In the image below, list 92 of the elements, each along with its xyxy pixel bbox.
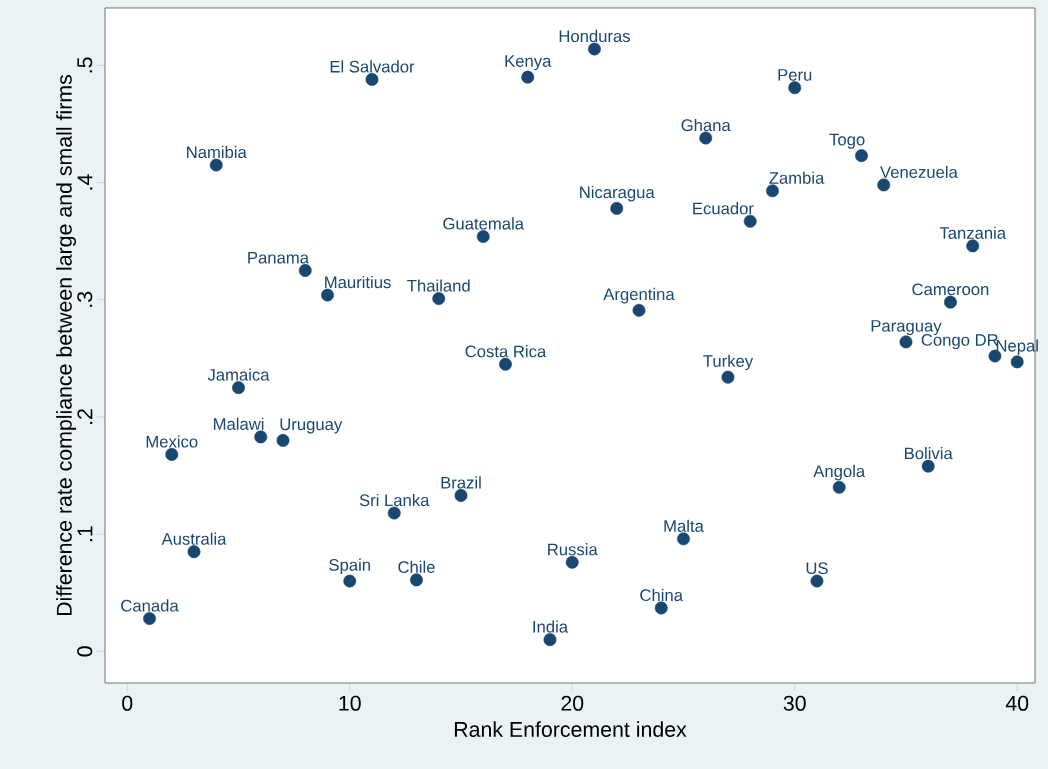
point xyxy=(610,201,624,215)
annotation: Guatemala xyxy=(443,217,524,230)
annotation: Costa Rica xyxy=(465,345,547,358)
point xyxy=(298,264,312,277)
annotation: Canada xyxy=(121,599,179,612)
point xyxy=(165,448,179,461)
annotation: Chile xyxy=(398,560,435,573)
point xyxy=(365,73,379,86)
annotation: Malawi xyxy=(213,417,264,430)
point xyxy=(187,545,201,559)
point xyxy=(232,381,245,395)
y-tick-label: .3 xyxy=(77,291,93,307)
x-tick-label: 20 xyxy=(561,695,584,711)
point xyxy=(743,214,757,228)
point xyxy=(387,506,401,520)
annotation: Cameroon xyxy=(912,283,989,296)
point xyxy=(877,178,891,192)
annotation: Angola xyxy=(813,464,866,481)
annotation: Brazil xyxy=(441,476,481,489)
annotation: Kenya xyxy=(505,55,552,71)
point xyxy=(521,70,535,84)
point xyxy=(276,434,290,447)
point xyxy=(209,158,223,172)
annotation: Uruguay xyxy=(280,418,343,434)
annotation: Congo DR xyxy=(921,334,998,350)
y-tick-label: .2 xyxy=(77,409,93,424)
annotation: China xyxy=(640,588,683,602)
annotation: Ecuador xyxy=(693,202,754,215)
point xyxy=(143,612,156,625)
annotation: Bolivia xyxy=(905,447,953,460)
x-tick-label: 10 xyxy=(339,695,361,711)
point xyxy=(832,480,846,494)
annotation: Honduras xyxy=(559,29,630,43)
annotation: Turkey xyxy=(703,354,754,371)
annotation: Panama xyxy=(248,251,309,264)
x-axis-title: Rank Enforcement index xyxy=(454,721,687,737)
annotation: US xyxy=(806,562,828,575)
annotation: Peru xyxy=(778,69,812,81)
annotation: India xyxy=(533,620,569,633)
y-tick-label: .4 xyxy=(77,174,93,190)
annotation: Russia xyxy=(548,543,598,556)
point xyxy=(899,335,913,349)
annotation: Mexico xyxy=(146,435,198,448)
annotation: Nepal xyxy=(996,339,1038,355)
annotation: Mauritius xyxy=(325,275,391,289)
annotation: Nicaragua xyxy=(580,185,655,202)
point xyxy=(476,230,490,243)
point xyxy=(632,303,646,317)
x-tick-label: 0 xyxy=(122,695,133,711)
point xyxy=(855,149,868,163)
point xyxy=(766,184,779,198)
annotation: Thailand xyxy=(407,279,470,292)
x-tick-label: 40 xyxy=(1005,695,1029,711)
point xyxy=(788,81,802,95)
annotation: Tanzania xyxy=(939,226,1007,239)
point xyxy=(321,288,334,302)
point xyxy=(254,430,268,444)
point xyxy=(654,601,668,615)
point xyxy=(565,555,579,569)
annotation: Ghana xyxy=(681,118,731,132)
point xyxy=(499,357,512,371)
point xyxy=(543,633,557,647)
annotation: Namibia xyxy=(187,145,247,159)
point xyxy=(699,131,713,145)
annotation: Spain xyxy=(329,558,370,575)
x-tick-label: 30 xyxy=(783,695,806,711)
annotation: Argentina xyxy=(603,287,675,304)
point xyxy=(966,239,980,253)
point xyxy=(721,370,735,384)
point xyxy=(432,292,446,306)
annotation: Jamaica xyxy=(207,368,270,381)
point xyxy=(677,532,690,546)
y-axis-title: Difference rate compliance between large and small firms xyxy=(56,75,77,616)
point xyxy=(921,459,935,473)
annotation: Sri Lanka xyxy=(359,493,430,507)
annotation: El Salvador xyxy=(330,60,415,73)
y-tick-label: .1 xyxy=(77,526,93,542)
annotation: Australia xyxy=(161,532,227,545)
y-tick-label: 0 xyxy=(77,646,93,657)
point xyxy=(588,42,601,56)
point xyxy=(1010,355,1024,369)
point xyxy=(410,573,423,587)
annotation: Venezuela xyxy=(880,165,958,179)
y-tick-label: .5 xyxy=(77,57,93,73)
point xyxy=(944,295,957,309)
point xyxy=(343,574,357,588)
point xyxy=(454,489,468,502)
annotation: Togo xyxy=(829,133,865,149)
annotation: Malta xyxy=(664,519,704,532)
annotation: Zambia xyxy=(769,171,825,184)
point xyxy=(810,574,824,588)
annotation: Paraguay xyxy=(871,320,942,336)
